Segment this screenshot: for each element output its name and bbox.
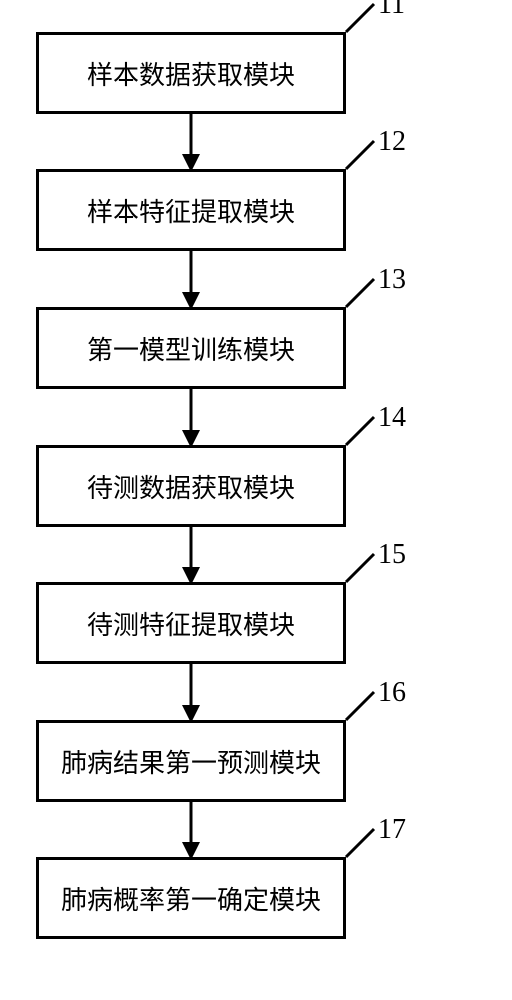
flow-node: 样本数据获取模块: [36, 32, 346, 114]
node-number-label: 17: [378, 814, 406, 846]
node-number-label: 13: [378, 264, 406, 296]
callout-tick: [346, 417, 374, 445]
flow-node: 第一模型训练模块: [36, 307, 346, 389]
callout-tick: [346, 4, 374, 32]
node-number-label: 11: [378, 0, 405, 21]
callout-tick: [346, 554, 374, 582]
callout-tick: [346, 141, 374, 169]
flow-node: 肺病结果第一预测模块: [36, 720, 346, 802]
node-number-label: 14: [378, 402, 406, 434]
node-number-label: 16: [378, 677, 406, 709]
callout-tick: [346, 279, 374, 307]
node-number-label: 15: [378, 539, 406, 571]
flow-node: 样本特征提取模块: [36, 169, 346, 251]
flow-node: 肺病概率第一确定模块: [36, 857, 346, 939]
callout-tick: [346, 692, 374, 720]
flow-node: 待测特征提取模块: [36, 582, 346, 664]
callout-tick: [346, 829, 374, 857]
node-number-label: 12: [378, 126, 406, 158]
flow-node: 待测数据获取模块: [36, 445, 346, 527]
